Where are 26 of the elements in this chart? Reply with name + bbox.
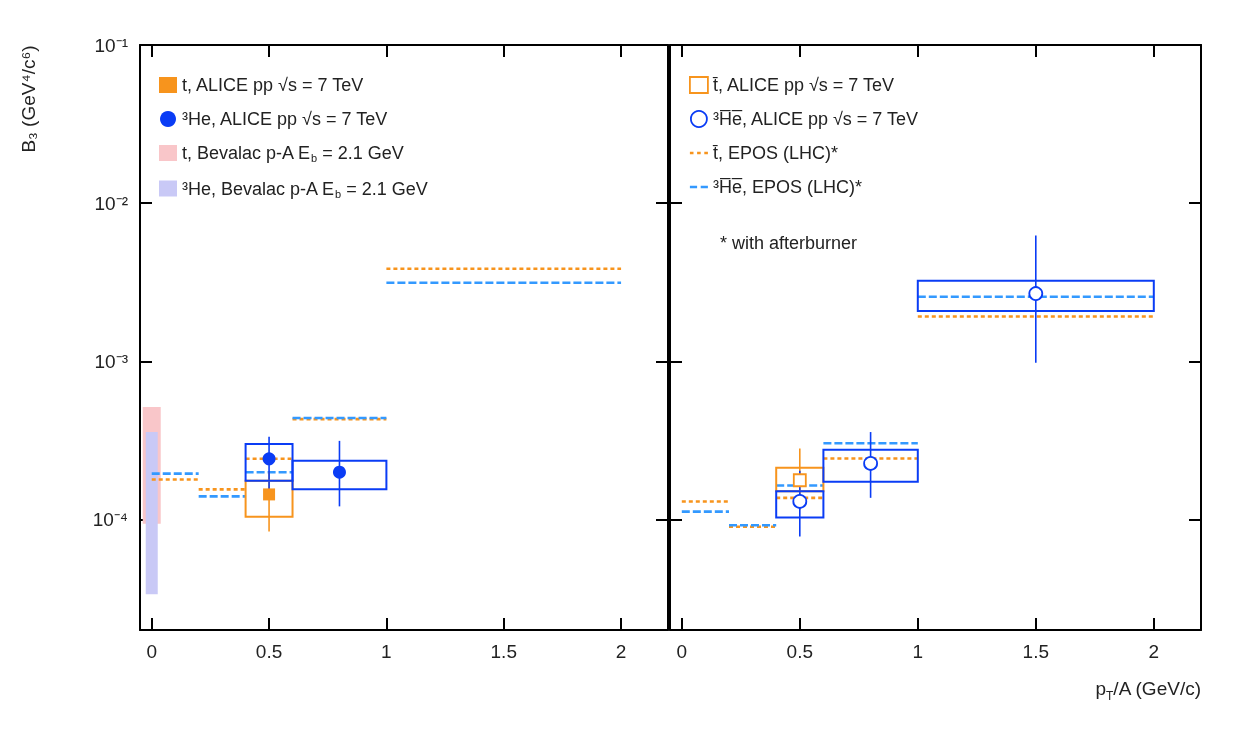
- y-axis-title: B₃ (GeV⁴/c⁶): [17, 44, 40, 153]
- legend-label: t, ALICE pp √s = 7 TeV: [182, 75, 364, 95]
- x-tick-label: 2: [1148, 641, 1160, 662]
- x-tick-label: 1.5: [490, 641, 517, 662]
- legend-label: ³H̅e̅, ALICE pp √s = 7 TeV: [712, 109, 919, 129]
- x-tick-label: 0: [146, 641, 158, 662]
- point: [1028, 286, 1044, 301]
- x-tick-label: 0: [676, 641, 688, 662]
- legend-label: ³H̅e̅, EPOS (LHC)*: [712, 177, 862, 197]
- x-tick-label: 0.5: [786, 641, 814, 662]
- legend-label: t̄, EPOS (LHC)*: [712, 143, 838, 163]
- point: [332, 465, 346, 479]
- x-axis-title: p$_{T}$/A (GeV/c): [1095, 678, 1201, 705]
- annotation: * with afterburner: [720, 233, 858, 253]
- x-tick-label: 1.5: [1022, 641, 1050, 662]
- y-tick-label: 10⁻²: [94, 192, 128, 214]
- x-tick-label: 2: [615, 641, 627, 662]
- legend-label: t̄, ALICE pp √s = 7 TeV: [712, 75, 895, 95]
- y-tick-label: 10⁻³: [94, 350, 128, 372]
- point: [863, 456, 878, 471]
- y-tick-label: 10⁻⁴: [92, 508, 128, 530]
- x-tick-label: 0.5: [255, 641, 283, 662]
- legend-label: ³He, ALICE pp √s = 7 TeV: [182, 109, 388, 129]
- y-tick-label: 10⁻¹: [94, 34, 128, 56]
- x-tick-label: 1: [381, 641, 392, 662]
- x-tick-label: 1: [912, 641, 924, 662]
